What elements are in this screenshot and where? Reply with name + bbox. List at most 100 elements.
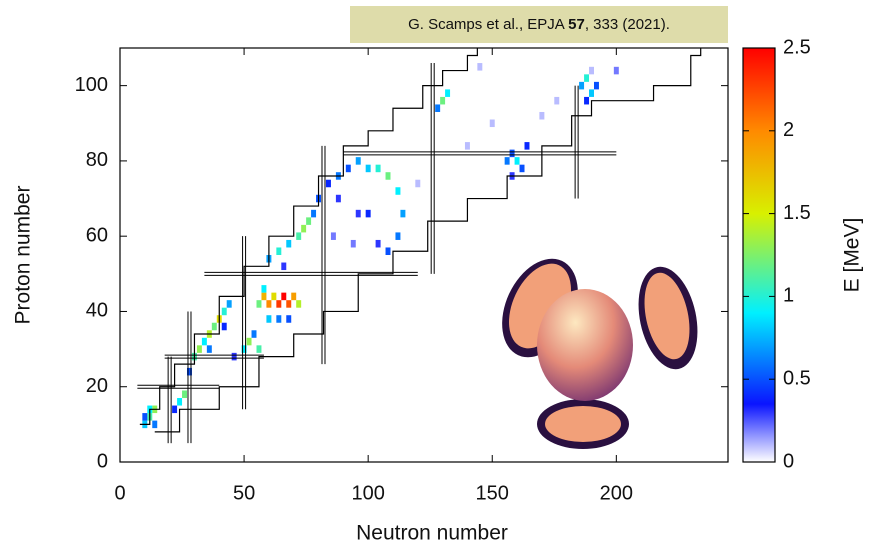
reference-volume: 57 xyxy=(568,16,585,33)
heatmap-cell xyxy=(261,293,266,301)
heatmap-cell xyxy=(212,323,217,331)
heatmap-cell xyxy=(515,157,520,165)
heatmap-cell xyxy=(326,180,331,188)
y-tick-label: 60 xyxy=(86,224,108,246)
heatmap-cell xyxy=(490,120,495,128)
heatmap-cell xyxy=(281,263,286,271)
heatmap-cell xyxy=(261,285,266,293)
heatmap-cell xyxy=(395,232,400,240)
heatmap-cell xyxy=(445,89,450,97)
colorbar xyxy=(743,48,775,462)
heatmap-cell xyxy=(286,240,291,248)
nucleus-shapes xyxy=(487,247,706,449)
heatmap-cell xyxy=(286,315,291,323)
heatmap-cell xyxy=(222,323,227,331)
heatmap-cell xyxy=(376,240,381,248)
heatmap-cell xyxy=(172,406,177,414)
heatmap-cell xyxy=(276,300,281,308)
heatmap-cell xyxy=(465,142,470,150)
heatmap-cell xyxy=(589,89,594,97)
colorbar-tick-label: 1.5 xyxy=(783,202,811,224)
heatmap-cell xyxy=(356,157,361,165)
heatmap-cell xyxy=(281,293,286,301)
colorbar-tick-label: 1 xyxy=(783,285,794,307)
heatmap-cell xyxy=(584,74,589,82)
heatmap-cell xyxy=(202,338,207,346)
heatmap-cell xyxy=(247,338,252,346)
heatmap-cell xyxy=(415,180,420,188)
heatmap-cell xyxy=(306,217,311,225)
heatmap-cell xyxy=(256,300,261,308)
colorbar-tick-label: 2 xyxy=(783,119,794,141)
heatmap-cell xyxy=(266,300,271,308)
heatmap-cell xyxy=(301,225,306,233)
heatmap-cell xyxy=(232,353,237,361)
heatmap-cell xyxy=(584,97,589,105)
heatmap-cell xyxy=(286,300,291,308)
heatmap-cell xyxy=(614,67,619,75)
heatmap-cell xyxy=(525,142,530,150)
heatmap-cell xyxy=(510,150,515,158)
heatmap-cell xyxy=(505,157,510,165)
heatmap-cell xyxy=(440,97,445,105)
colorbar-label: E [MeV] xyxy=(841,218,864,293)
y-tick-label: 0 xyxy=(97,450,108,472)
y-tick-label: 20 xyxy=(86,375,108,397)
heatmap-cell xyxy=(594,82,599,90)
heatmap-cell xyxy=(386,247,391,255)
x-tick-label: 150 xyxy=(476,482,509,504)
shape xyxy=(537,289,633,401)
heatmap-cell xyxy=(435,104,440,112)
heatmap-cell xyxy=(386,172,391,180)
y-axis-label: Proton number xyxy=(12,186,35,325)
y-tick-label: 80 xyxy=(86,149,108,171)
colorbar-tick-label: 2.5 xyxy=(783,36,811,58)
heatmap-cell xyxy=(142,413,147,421)
heatmap-cell xyxy=(366,210,371,218)
heatmap-cell xyxy=(296,300,301,308)
heatmap-cell xyxy=(346,165,351,173)
heatmap-cell xyxy=(366,165,371,173)
heatmap-cell xyxy=(331,232,336,240)
heatmap-cell xyxy=(520,165,525,173)
heatmap-cell xyxy=(266,315,271,323)
heatmap-cell xyxy=(177,398,182,406)
reference-text: G. Scamps et al., EPJA xyxy=(408,16,568,33)
heatmap-cell xyxy=(351,240,356,248)
y-tick-label: 40 xyxy=(86,300,108,322)
heatmap-cell xyxy=(400,210,405,218)
heatmap-cell xyxy=(296,232,301,240)
x-tick-label: 200 xyxy=(600,482,633,504)
heatmap-cell xyxy=(579,82,584,90)
heatmap-cell xyxy=(336,195,341,203)
heatmap-cell xyxy=(311,210,316,218)
shape xyxy=(545,406,621,442)
heatmap-cell xyxy=(539,112,544,120)
y-tick-label: 100 xyxy=(75,74,108,96)
heatmap-cell xyxy=(376,165,381,173)
heatmap-cell xyxy=(252,330,257,338)
heatmap-cell xyxy=(291,293,296,301)
colorbar-tick-label: 0.5 xyxy=(783,367,811,389)
heatmap-cell xyxy=(395,187,400,195)
heatmap-cell xyxy=(222,308,227,316)
heatmap-cell xyxy=(554,97,559,105)
heatmap-cell xyxy=(227,300,232,308)
heatmap-cell xyxy=(276,247,281,255)
heatmap-cell xyxy=(477,63,482,71)
x-tick-label: 100 xyxy=(351,482,384,504)
heatmap-cell xyxy=(271,293,276,301)
x-tick-label: 50 xyxy=(233,482,255,504)
heatmap-cell xyxy=(182,390,187,398)
x-tick-label: 0 xyxy=(114,482,125,504)
plot-frame xyxy=(120,48,728,462)
heatmap-cell xyxy=(356,210,361,218)
heatmap-cell xyxy=(197,345,202,353)
heatmap-cell xyxy=(152,421,157,429)
reference-text: , 333 (2021). xyxy=(585,16,670,33)
reference: G. Scamps et al., EPJA 57, 333 (2021). xyxy=(408,16,670,33)
x-axis-label: Neutron number xyxy=(356,522,508,545)
heatmap-cell xyxy=(276,315,281,323)
heatmap-cell xyxy=(589,67,594,75)
